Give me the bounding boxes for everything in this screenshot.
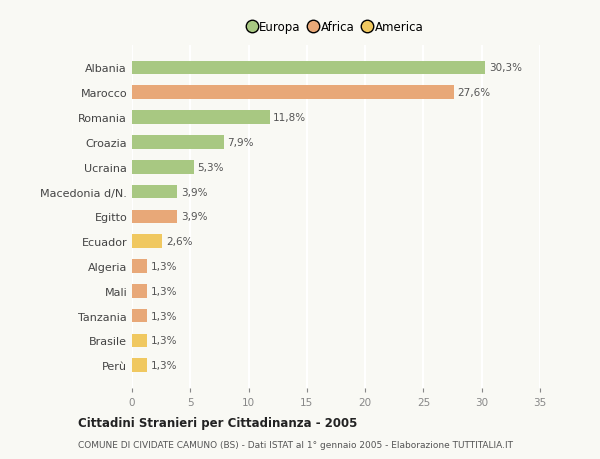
Bar (132, 185, 178, 199)
Text: 7,9%: 7,9% (227, 138, 254, 147)
Text: 2,6%: 2,6% (166, 237, 193, 246)
Bar (132, 161, 194, 174)
Bar (132, 62, 485, 75)
Text: 5,3%: 5,3% (197, 162, 224, 172)
Text: 3,9%: 3,9% (181, 187, 208, 197)
Bar (132, 111, 269, 124)
Bar (132, 260, 147, 273)
Legend: Europa, Africa, America: Europa, Africa, America (245, 17, 427, 38)
Text: Cittadini Stranieri per Cittadinanza - 2005: Cittadini Stranieri per Cittadinanza - 2… (78, 416, 358, 429)
Text: 11,8%: 11,8% (273, 113, 306, 123)
Bar (132, 210, 178, 224)
Bar (132, 235, 163, 248)
Text: 1,3%: 1,3% (151, 262, 177, 271)
Bar (132, 136, 224, 149)
Text: 1,3%: 1,3% (151, 336, 177, 346)
Text: 1,3%: 1,3% (151, 286, 177, 296)
Bar (132, 334, 147, 347)
Text: 1,3%: 1,3% (151, 360, 177, 370)
Bar (132, 309, 147, 323)
Text: 27,6%: 27,6% (457, 88, 490, 98)
Bar (132, 358, 147, 372)
Text: 30,3%: 30,3% (489, 63, 522, 73)
Bar (132, 86, 454, 100)
Bar (132, 285, 147, 298)
Text: COMUNE DI CIVIDATE CAMUNO (BS) - Dati ISTAT al 1° gennaio 2005 - Elaborazione TU: COMUNE DI CIVIDATE CAMUNO (BS) - Dati IS… (78, 440, 513, 449)
Text: 3,9%: 3,9% (181, 212, 208, 222)
Text: 1,3%: 1,3% (151, 311, 177, 321)
